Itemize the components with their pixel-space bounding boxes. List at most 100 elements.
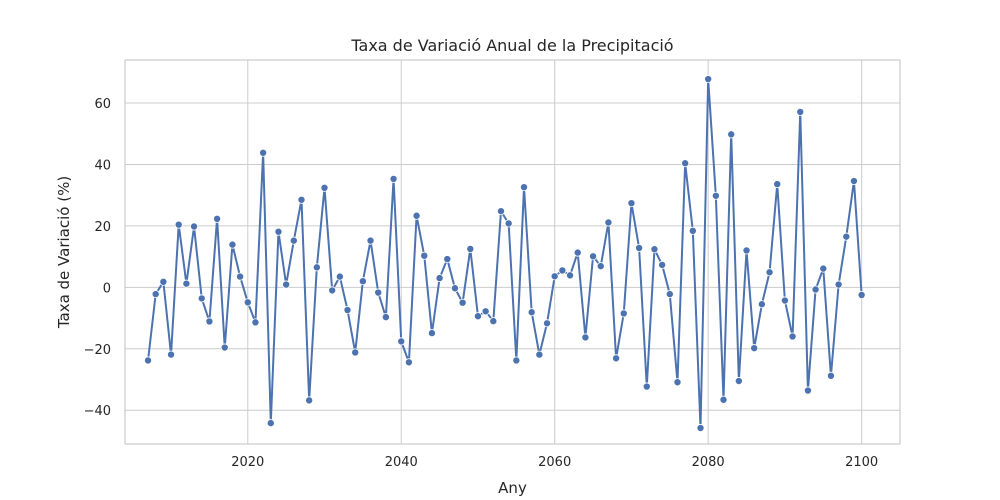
data-point-2020 <box>243 298 252 307</box>
data-point-2016 <box>213 214 222 223</box>
data-point-2060 <box>550 272 559 281</box>
data-point-2069 <box>619 309 628 318</box>
x-tick-label-1: 2040 <box>385 455 418 470</box>
data-point-2019 <box>236 272 245 281</box>
data-point-2011 <box>174 220 183 229</box>
data-point-2027 <box>297 195 306 204</box>
data-point-2013 <box>190 222 199 231</box>
data-point-2029 <box>312 263 321 272</box>
data-point-2017 <box>220 343 229 352</box>
data-point-2044 <box>427 329 436 338</box>
data-point-2022 <box>259 148 268 157</box>
data-point-2086 <box>750 344 759 353</box>
data-point-2057 <box>527 308 536 317</box>
data-point-2085 <box>742 246 751 255</box>
data-point-2015 <box>205 317 214 326</box>
data-point-2035 <box>358 277 367 286</box>
data-point-2095 <box>819 264 828 273</box>
data-point-2040 <box>397 337 406 346</box>
data-point-2067 <box>604 218 613 227</box>
data-point-2026 <box>289 236 298 245</box>
data-point-2051 <box>481 307 490 316</box>
data-point-2045 <box>435 274 444 283</box>
grid <box>125 60 900 444</box>
data-point-2096 <box>826 371 835 380</box>
data-point-2007 <box>144 356 153 365</box>
data-point-2055 <box>512 356 521 365</box>
data-point-2008 <box>151 290 160 299</box>
data-point-2014 <box>197 294 206 303</box>
data-point-2034 <box>351 348 360 357</box>
data-point-2100 <box>857 291 866 300</box>
data-point-2083 <box>727 130 736 139</box>
plot-frame <box>124 59 901 445</box>
data-point-2066 <box>596 262 605 271</box>
y-tick-label-2: 0 <box>103 281 111 296</box>
data-point-2079 <box>696 424 705 433</box>
data-point-2088 <box>765 268 774 277</box>
data-point-2097 <box>834 280 843 289</box>
data-point-2039 <box>389 174 398 183</box>
data-point-2033 <box>343 306 352 315</box>
data-point-2024 <box>274 227 283 236</box>
data-point-2094 <box>811 285 820 294</box>
data-point-2064 <box>581 333 590 342</box>
data-point-2056 <box>520 183 529 192</box>
x-axis-ticks: 2020 2040 2060 2080 2100 <box>231 455 878 470</box>
data-point-2028 <box>305 396 314 405</box>
data-point-2042 <box>412 211 421 220</box>
data-point-2046 <box>443 255 452 264</box>
data-point-2059 <box>543 319 552 328</box>
y-tick-label-0: −40 <box>84 404 111 419</box>
data-point-2080 <box>704 75 713 84</box>
data-point-2089 <box>773 180 782 189</box>
y-axis-label: Taxa de Variació (%) <box>55 176 73 329</box>
data-point-2037 <box>374 288 383 297</box>
data-point-2090 <box>780 296 789 305</box>
data-point-2071 <box>635 244 644 253</box>
data-point-2010 <box>167 350 176 359</box>
data-point-2098 <box>842 232 851 241</box>
data-point-2047 <box>450 284 459 293</box>
data-point-2052 <box>489 317 498 326</box>
data-point-2038 <box>381 313 390 322</box>
data-point-2073 <box>650 245 659 254</box>
data-point-2043 <box>420 251 429 260</box>
data-point-2030 <box>320 183 329 192</box>
data-point-2068 <box>612 354 621 363</box>
data-point-2070 <box>627 199 636 208</box>
data-point-2076 <box>673 378 682 387</box>
data-point-2018 <box>228 240 237 249</box>
data-point-2036 <box>366 236 375 245</box>
data-point-2025 <box>282 280 291 289</box>
chart-title: Taxa de Variació Anual de la Precipitaci… <box>350 36 673 55</box>
data-point-2061 <box>558 266 567 275</box>
data-point-2087 <box>757 300 766 309</box>
data-point-2077 <box>681 159 690 168</box>
data-point-2048 <box>458 298 467 307</box>
data-point-2063 <box>573 248 582 257</box>
x-axis-label: Any <box>498 479 527 497</box>
y-tick-label-1: −20 <box>84 343 111 358</box>
data-point-2054 <box>504 219 513 228</box>
data-point-2078 <box>688 226 697 235</box>
x-tick-label-0: 2020 <box>231 455 264 470</box>
data-point-2023 <box>266 419 275 428</box>
y-tick-label-3: 20 <box>94 220 111 235</box>
data-point-2041 <box>404 358 413 367</box>
y-tick-label-5: 60 <box>94 97 111 112</box>
data-point-2082 <box>719 395 728 404</box>
data-point-2093 <box>803 386 812 395</box>
data-point-2065 <box>589 252 598 261</box>
data-point-2074 <box>658 260 667 269</box>
x-tick-label-4: 2100 <box>845 455 878 470</box>
data-point-2072 <box>642 382 651 391</box>
y-tick-label-4: 40 <box>94 158 111 173</box>
data-point-2012 <box>182 279 191 288</box>
data-point-2099 <box>849 177 858 186</box>
x-tick-label-2: 2060 <box>538 455 571 470</box>
data-point-2092 <box>796 107 805 116</box>
data-point-2009 <box>159 277 168 286</box>
series-line <box>147 78 863 429</box>
